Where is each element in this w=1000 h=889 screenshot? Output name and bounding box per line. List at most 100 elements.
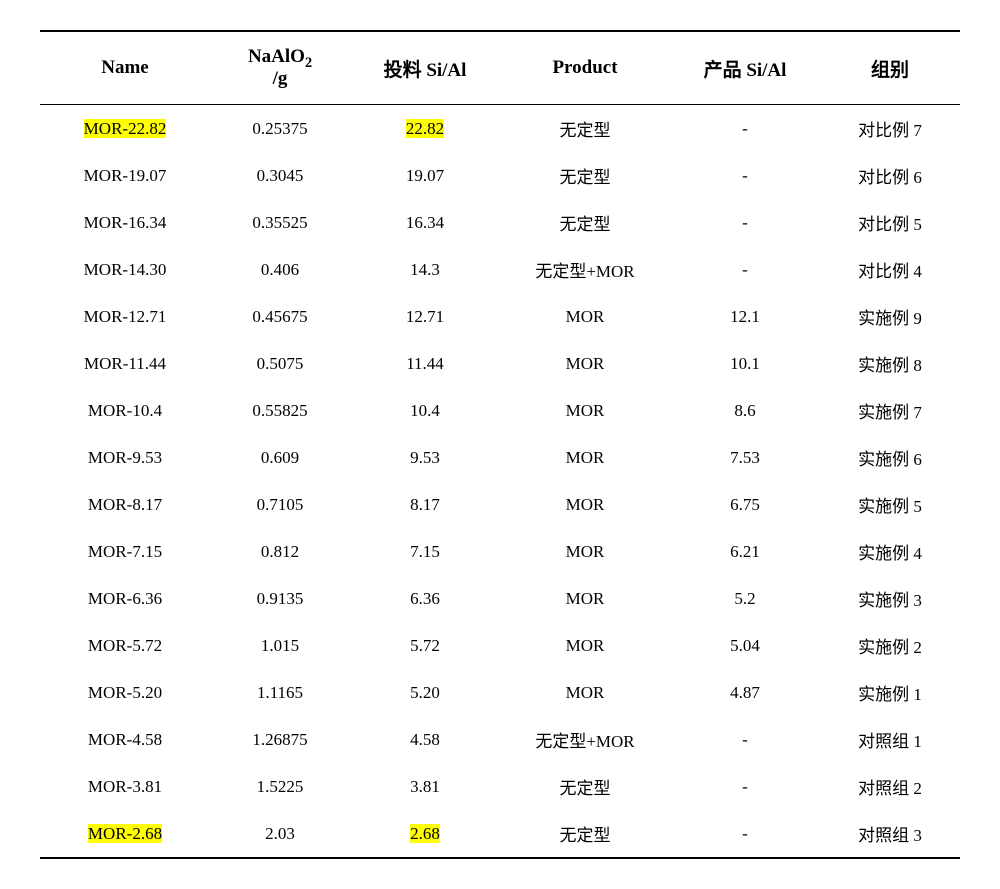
cell-product: MOR bbox=[500, 340, 670, 387]
table-row: MOR-16.340.3552516.34无定型-对比例 5 bbox=[40, 199, 960, 246]
cell-product: MOR bbox=[500, 434, 670, 481]
cell-product: MOR bbox=[500, 293, 670, 340]
cell-prod_si_al: 12.1 bbox=[670, 293, 820, 340]
cell-product: MOR bbox=[500, 387, 670, 434]
table-row: MOR-22.820.2537522.82无定型-对比例 7 bbox=[40, 105, 960, 153]
cell-feed_si_al: 5.72 bbox=[350, 622, 500, 669]
table-row: MOR-12.710.4567512.71MOR12.1实施例 9 bbox=[40, 293, 960, 340]
cell-name: MOR-14.30 bbox=[40, 246, 210, 293]
cell-naalo2: 0.45675 bbox=[210, 293, 350, 340]
cell-name: MOR-5.20 bbox=[40, 669, 210, 716]
cell-naalo2: 1.015 bbox=[210, 622, 350, 669]
cell-feed_si_al: 14.3 bbox=[350, 246, 500, 293]
col-header-group: 组别 bbox=[820, 31, 960, 105]
cell-group: 实施例 1 bbox=[820, 669, 960, 716]
cell-naalo2: 2.03 bbox=[210, 810, 350, 858]
cell-group: 实施例 6 bbox=[820, 434, 960, 481]
cell-naalo2: 1.26875 bbox=[210, 716, 350, 763]
cell-group: 实施例 7 bbox=[820, 387, 960, 434]
cell-group: 对比例 4 bbox=[820, 246, 960, 293]
col-header-product: Product bbox=[500, 31, 670, 105]
table-row: MOR-2.682.03 2.68 无定型-对照组 3 bbox=[40, 810, 960, 858]
table-row: MOR-5.201.11655.20MOR4.87实施例 1 bbox=[40, 669, 960, 716]
table-row: MOR-14.300.40614.3无定型+MOR-对比例 4 bbox=[40, 246, 960, 293]
cell-feed_si_al: 22.82 bbox=[350, 105, 500, 153]
table-row: MOR-8.170.71058.17MOR6.75实施例 5 bbox=[40, 481, 960, 528]
table-row: MOR-5.721.0155.72MOR5.04实施例 2 bbox=[40, 622, 960, 669]
cell-feed_si_al: 8.17 bbox=[350, 481, 500, 528]
cell-name: MOR-19.07 bbox=[40, 152, 210, 199]
cell-feed_si_al: 6.36 bbox=[350, 575, 500, 622]
cell-product: 无定型 bbox=[500, 199, 670, 246]
cell-name: MOR-9.53 bbox=[40, 434, 210, 481]
cell-prod_si_al: 6.21 bbox=[670, 528, 820, 575]
data-table: NameNaAlO2/g投料 Si/AlProduct产品 Si/Al组别 MO… bbox=[40, 30, 960, 859]
cell-prod_si_al: 7.53 bbox=[670, 434, 820, 481]
cell-naalo2: 1.1165 bbox=[210, 669, 350, 716]
cell-prod_si_al: 5.2 bbox=[670, 575, 820, 622]
highlight: 2.68 bbox=[410, 824, 440, 843]
cell-naalo2: 0.3045 bbox=[210, 152, 350, 199]
cell-name: MOR-8.17 bbox=[40, 481, 210, 528]
table-row: MOR-3.811.52253.81无定型-对照组 2 bbox=[40, 763, 960, 810]
cell-prod_si_al: - bbox=[670, 716, 820, 763]
cell-prod_si_al: 4.87 bbox=[670, 669, 820, 716]
table-header-row: NameNaAlO2/g投料 Si/AlProduct产品 Si/Al组别 bbox=[40, 31, 960, 105]
cell-product: MOR bbox=[500, 481, 670, 528]
cell-name: MOR-6.36 bbox=[40, 575, 210, 622]
cell-name: MOR-22.82 bbox=[40, 105, 210, 153]
col-header-feed_si_al: 投料 Si/Al bbox=[350, 31, 500, 105]
table-row: MOR-9.530.6099.53MOR7.53实施例 6 bbox=[40, 434, 960, 481]
cell-naalo2: 0.55825 bbox=[210, 387, 350, 434]
cell-name: MOR-5.72 bbox=[40, 622, 210, 669]
cell-group: 对照组 3 bbox=[820, 810, 960, 858]
cell-product: 无定型 bbox=[500, 152, 670, 199]
cell-naalo2: 0.5075 bbox=[210, 340, 350, 387]
cell-prod_si_al: - bbox=[670, 199, 820, 246]
cell-name: MOR-4.58 bbox=[40, 716, 210, 763]
col-header-naalo2: NaAlO2/g bbox=[210, 31, 350, 105]
cell-prod_si_al: - bbox=[670, 246, 820, 293]
cell-product: MOR bbox=[500, 622, 670, 669]
table-row: MOR-6.360.91356.36MOR5.2实施例 3 bbox=[40, 575, 960, 622]
cell-group: 对比例 5 bbox=[820, 199, 960, 246]
cell-group: 对比例 7 bbox=[820, 105, 960, 153]
cell-prod_si_al: 6.75 bbox=[670, 481, 820, 528]
cell-naalo2: 1.5225 bbox=[210, 763, 350, 810]
cell-product: MOR bbox=[500, 575, 670, 622]
cell-group: 对照组 2 bbox=[820, 763, 960, 810]
cell-feed_si_al: 12.71 bbox=[350, 293, 500, 340]
cell-prod_si_al: 8.6 bbox=[670, 387, 820, 434]
cell-feed_si_al: 11.44 bbox=[350, 340, 500, 387]
table-body: MOR-22.820.2537522.82无定型-对比例 7MOR-19.070… bbox=[40, 105, 960, 859]
cell-prod_si_al: 10.1 bbox=[670, 340, 820, 387]
cell-naalo2: 0.406 bbox=[210, 246, 350, 293]
cell-group: 实施例 4 bbox=[820, 528, 960, 575]
cell-feed_si_al: 5.20 bbox=[350, 669, 500, 716]
cell-product: 无定型 bbox=[500, 810, 670, 858]
cell-group: 实施例 3 bbox=[820, 575, 960, 622]
cell-prod_si_al: - bbox=[670, 810, 820, 858]
highlight: MOR-22.82 bbox=[84, 119, 167, 138]
highlight: 22.82 bbox=[406, 119, 444, 138]
cell-name: MOR-10.4 bbox=[40, 387, 210, 434]
cell-naalo2: 0.9135 bbox=[210, 575, 350, 622]
cell-naalo2: 0.609 bbox=[210, 434, 350, 481]
cell-name: MOR-3.81 bbox=[40, 763, 210, 810]
table-row: MOR-19.070.304519.07无定型-对比例 6 bbox=[40, 152, 960, 199]
cell-name: MOR-7.15 bbox=[40, 528, 210, 575]
table-row: MOR-11.440.507511.44MOR10.1实施例 8 bbox=[40, 340, 960, 387]
col-header-prod_si_al: 产品 Si/Al bbox=[670, 31, 820, 105]
cell-group: 对比例 6 bbox=[820, 152, 960, 199]
cell-feed_si_al: 7.15 bbox=[350, 528, 500, 575]
cell-feed_si_al: 9.53 bbox=[350, 434, 500, 481]
cell-group: 实施例 2 bbox=[820, 622, 960, 669]
cell-product: 无定型+MOR bbox=[500, 716, 670, 763]
table-row: MOR-7.150.8127.15MOR6.21实施例 4 bbox=[40, 528, 960, 575]
cell-name: MOR-2.68 bbox=[40, 810, 210, 858]
cell-group: 实施例 5 bbox=[820, 481, 960, 528]
table-row: MOR-4.581.268754.58无定型+MOR-对照组 1 bbox=[40, 716, 960, 763]
cell-group: 实施例 8 bbox=[820, 340, 960, 387]
cell-feed_si_al: 19.07 bbox=[350, 152, 500, 199]
table-row: MOR-10.40.5582510.4MOR8.6实施例 7 bbox=[40, 387, 960, 434]
